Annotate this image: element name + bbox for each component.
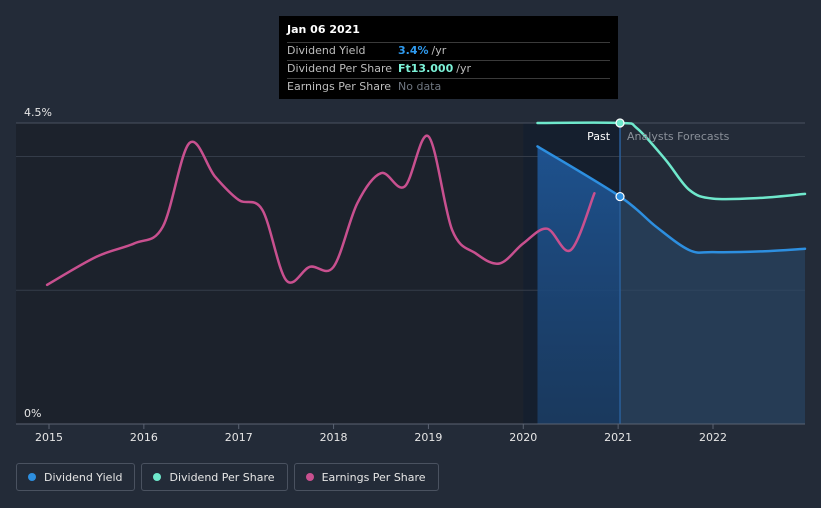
legend: Dividend Yield Dividend Per Share Earnin… bbox=[16, 463, 445, 491]
tooltip-row-dividend-yield: Dividend Yield 3.4% /yr bbox=[287, 42, 610, 59]
dividend-yield-line bbox=[536, 145, 807, 254]
tooltip-label: Dividend Yield bbox=[287, 44, 366, 57]
x-tick-label: 2019 bbox=[414, 431, 442, 444]
legend-item-dividend-yield[interactable]: Dividend Yield bbox=[16, 463, 136, 491]
legend-label: Dividend Per Share bbox=[169, 470, 275, 484]
tooltip-value: 3.4% bbox=[398, 44, 429, 57]
x-tick-label: 2020 bbox=[509, 431, 537, 444]
tooltip-date: Jan 06 2021 bbox=[287, 23, 360, 36]
tooltip-value: Ft13.000 bbox=[398, 62, 454, 75]
tooltip-row-earnings-per-share: Earnings Per Share No data bbox=[287, 78, 610, 95]
legend-item-earnings-per-share[interactable]: Earnings Per Share bbox=[293, 463, 439, 491]
tooltip-unit: /yr bbox=[456, 62, 471, 75]
y-tick-label: 0% bbox=[24, 407, 41, 420]
analysts-forecasts-label: Analysts Forecasts bbox=[627, 130, 730, 143]
dividend-per-share-dot-icon bbox=[153, 473, 162, 481]
tooltip-label: Dividend Per Share bbox=[287, 62, 393, 75]
tooltip: Jan 06 2021 Dividend Yield 3.4% /yr Divi… bbox=[279, 16, 618, 99]
x-tick-label: 2022 bbox=[699, 431, 727, 444]
legend-label: Earnings Per Share bbox=[321, 470, 426, 484]
x-tick-label: 2016 bbox=[130, 431, 158, 444]
past-yield-fill bbox=[537, 146, 621, 424]
legend-item-dividend-per-share[interactable]: Dividend Per Share bbox=[141, 463, 288, 491]
plot-background bbox=[16, 123, 524, 424]
tooltip-row-dividend-per-share: Dividend Per Share Ft13.000 /yr bbox=[287, 60, 610, 77]
dividend-yield-marker bbox=[615, 191, 625, 202]
y-tick-label: 4.5% bbox=[24, 106, 52, 119]
x-tick-label: 2018 bbox=[320, 431, 348, 444]
tooltip-label: Earnings Per Share bbox=[287, 80, 392, 93]
tooltip-value: No data bbox=[398, 80, 442, 93]
earnings-per-share-dot-icon bbox=[305, 473, 314, 481]
dividend-yield-dot-icon bbox=[28, 473, 36, 481]
past-label: Past bbox=[587, 130, 611, 143]
x-tick-label: 2017 bbox=[225, 431, 253, 444]
legend-label: Dividend Yield bbox=[44, 470, 123, 484]
x-tick-label: 2021 bbox=[604, 431, 632, 444]
x-tick-label: 2015 bbox=[35, 431, 63, 444]
dividend-per-share-marker bbox=[615, 118, 625, 128]
earnings-per-share-line bbox=[45, 134, 596, 287]
tooltip-unit: /yr bbox=[431, 44, 447, 57]
